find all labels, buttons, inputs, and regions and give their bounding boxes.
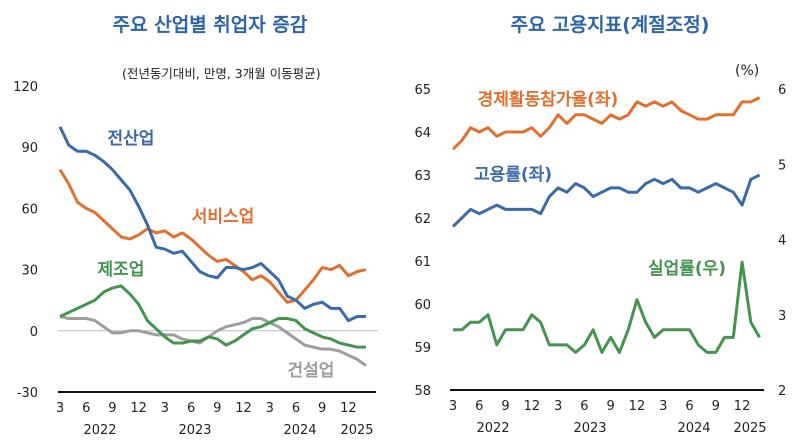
x-tick-label: 12 — [130, 401, 147, 416]
series-line-제조업 — [59, 284, 366, 349]
x-tick-label: 6 — [580, 399, 588, 414]
x-tick-label: 3 — [659, 399, 667, 414]
y-tick-label: 30 — [21, 264, 38, 279]
x-tick-label: 9 — [108, 401, 116, 416]
x-year-label: 2024 — [677, 421, 710, 436]
x-tick-label: 6 — [475, 399, 483, 414]
left-chart-title: 주요 산업별 취업자 증감 — [112, 14, 308, 36]
left-y-tick-label: 62 — [414, 212, 431, 227]
left-y-tick-label: 65 — [414, 83, 431, 98]
right-y-tick-label: 5 — [778, 158, 786, 173]
left-y-tick-label: 64 — [414, 126, 431, 141]
left-y-tick-label: 60 — [414, 298, 431, 313]
right-y-tick-label: 6 — [778, 83, 786, 98]
series-label: 서비스업 — [192, 207, 255, 227]
series-label: 경제활동참가율(좌) — [478, 89, 619, 110]
x-tick-label: 3 — [266, 401, 274, 416]
left-y-tick-label: 59 — [414, 341, 431, 356]
x-tick-label: 3 — [449, 399, 457, 414]
x-tick-label: 6 — [292, 401, 300, 416]
x-tick-label: 12 — [524, 399, 541, 414]
right-y-tick-label: 4 — [778, 234, 786, 249]
y-tick-label: 120 — [13, 80, 38, 95]
x-year-label: 2024 — [283, 423, 316, 438]
series-line-전산업 — [58, 126, 366, 323]
series-line-고용률(좌) — [451, 173, 761, 228]
y-tick-label: 90 — [21, 141, 38, 156]
x-tick-label: 9 — [501, 399, 509, 414]
right-y-tick-label: 3 — [778, 309, 786, 324]
left-y-tick-label: 63 — [414, 169, 431, 184]
y-tick-label: -30 — [17, 386, 38, 401]
x-year-label: 2022 — [476, 421, 509, 436]
x-tick-label: 12 — [629, 399, 646, 414]
x-year-label: 2025 — [340, 423, 373, 438]
series-label: 제조업 — [98, 260, 145, 280]
x-tick-label: 9 — [712, 399, 720, 414]
y-tick-label: 0 — [30, 325, 38, 340]
x-tick-label: 12 — [235, 401, 252, 416]
series-line-건설업 — [59, 315, 367, 367]
left-y-tick-label: 61 — [414, 255, 431, 270]
right-chart-title: 주요 고용지표(계절조정) — [510, 14, 710, 36]
x-tick-label: 3 — [554, 399, 562, 414]
x-year-label: 2025 — [733, 421, 766, 436]
x-tick-label: 6 — [685, 399, 693, 414]
y-tick-label: 60 — [21, 202, 38, 217]
series-line-실업률(우) — [453, 260, 761, 354]
left-chart-subtitle: (전년동기대비, 만명, 3개월 이동평균) — [122, 66, 321, 81]
series-line-경제활동참가율(좌) — [451, 96, 761, 151]
left-y-tick-label: 58 — [414, 384, 431, 399]
series-label: 전산업 — [108, 129, 155, 149]
x-tick-label: 3 — [56, 401, 64, 416]
x-tick-label: 6 — [82, 401, 90, 416]
x-year-label: 2022 — [83, 423, 116, 438]
x-tick-label: 12 — [340, 401, 357, 416]
x-tick-label: 9 — [607, 399, 615, 414]
right-unit-label: (%) — [735, 63, 760, 79]
x-year-label: 2023 — [178, 423, 211, 438]
x-year-label: 2023 — [573, 421, 606, 436]
series-label: 건설업 — [288, 361, 335, 381]
x-tick-label: 9 — [213, 401, 221, 416]
x-tick-label: 6 — [187, 401, 195, 416]
series-line-서비스업 — [58, 168, 367, 304]
right-y-tick-label: 2 — [778, 384, 786, 399]
x-tick-label: 9 — [318, 401, 326, 416]
x-tick-label: 3 — [161, 401, 169, 416]
x-tick-label: 12 — [734, 399, 751, 414]
series-label: 고용률(좌) — [474, 165, 552, 185]
series-label: 실업률(우) — [648, 259, 726, 279]
